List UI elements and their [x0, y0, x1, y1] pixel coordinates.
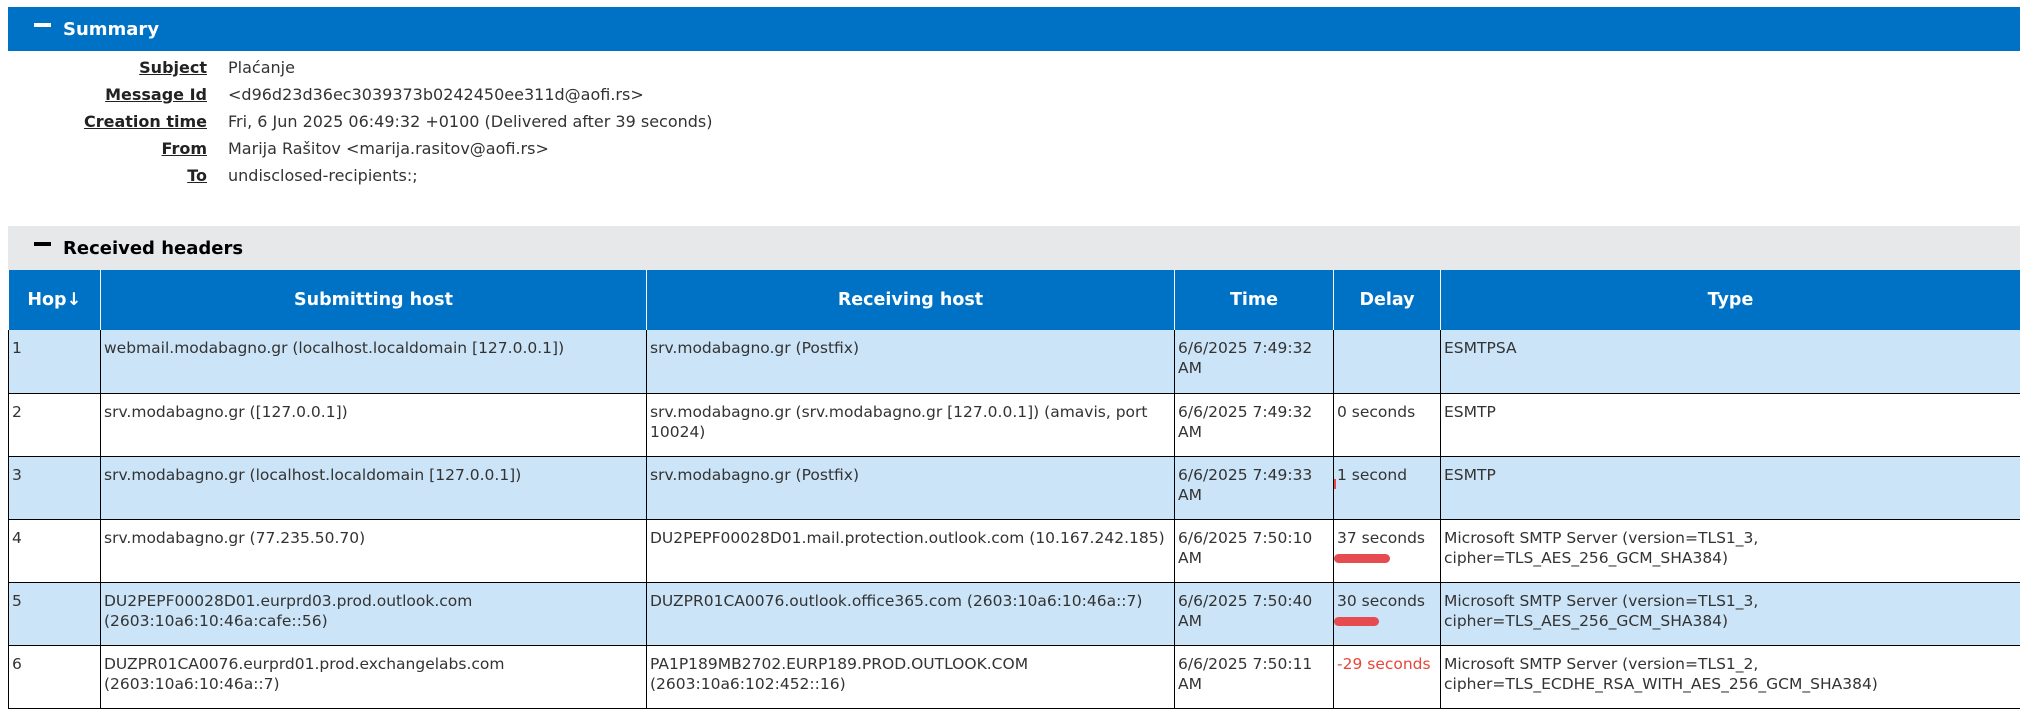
type-cell: Microsoft SMTP Server (version=TLS1_3, c…: [1440, 582, 2020, 646]
submitting-host-cell: srv.modabagno.gr (localhost.localdomain …: [100, 456, 647, 520]
receiving-host-cell: srv.modabagno.gr (srv.modabagno.gr [127.…: [646, 393, 1175, 457]
collapse-icon[interactable]: [34, 242, 51, 246]
delay-text: 1 second: [1337, 465, 1408, 484]
delay-text: 30 seconds: [1337, 591, 1426, 610]
hop-cell: 3: [8, 456, 101, 520]
type-cell: Microsoft SMTP Server (version=TLS1_3, c…: [1440, 519, 2020, 583]
type-cell: ESMTPSA: [1440, 330, 2020, 394]
delay-text: -29 seconds: [1337, 654, 1431, 673]
receiving-host-cell: srv.modabagno.gr (Postfix): [646, 456, 1175, 520]
column-header-hop[interactable]: Hop↓: [8, 270, 101, 330]
delay-cell: [1333, 330, 1441, 394]
submitting-host-cell: DUZPR01CA0076.eurprd01.prod.exchangelabs…: [100, 645, 647, 709]
column-header-time[interactable]: Time: [1174, 270, 1334, 330]
table-row: 3 srv.modabagno.gr (localhost.localdomai…: [8, 456, 2020, 520]
table-row: 6 DUZPR01CA0076.eurprd01.prod.exchangela…: [8, 645, 2020, 709]
delay-bar: [1334, 553, 1390, 563]
time-cell: 6/6/2025 7:50:10 AM: [1174, 519, 1334, 583]
delay-cell: 37 seconds: [1333, 519, 1441, 583]
delay-text: 37 seconds: [1337, 528, 1426, 547]
column-header-delay[interactable]: Delay: [1333, 270, 1441, 330]
time-cell: 6/6/2025 7:49:33 AM: [1174, 456, 1334, 520]
time-cell: 6/6/2025 7:50:40 AM: [1174, 582, 1334, 646]
delay-text: 0 seconds: [1337, 402, 1416, 421]
receiving-host-cell: PA1P189MB2702.EURP189.PROD.OUTLOOK.COM (…: [646, 645, 1175, 709]
type-cell: ESMTP: [1440, 456, 2020, 520]
type-cell: ESMTP: [1440, 393, 2020, 457]
submitting-host-cell: webmail.modabagno.gr (localhost.localdom…: [100, 330, 647, 394]
table-row: 1 webmail.modabagno.gr (localhost.locald…: [8, 330, 2020, 394]
column-header-receiving-host[interactable]: Receiving host: [646, 270, 1175, 330]
summary-title: Summary: [63, 18, 160, 40]
to-value: undisclosed-recipients:;: [228, 166, 418, 185]
hop-cell: 2: [8, 393, 101, 457]
summary-row-to: To undisclosed-recipients:;: [8, 162, 713, 189]
summary-row-creation-time: Creation time Fri, 6 Jun 2025 06:49:32 +…: [8, 108, 713, 135]
summary-row-from: From Marija Rašitov <marija.rasitov@aofi…: [8, 135, 713, 162]
subject-label: Subject: [139, 58, 207, 77]
summary-table: Subject Plaćanje Message Id <d96d23d36ec…: [8, 54, 713, 189]
submitting-host-cell: srv.modabagno.gr ([127.0.0.1]): [100, 393, 647, 457]
collapse-icon[interactable]: [34, 23, 51, 27]
time-cell: 6/6/2025 7:49:32 AM: [1174, 393, 1334, 457]
receiving-host-cell: DU2PEPF00028D01.mail.protection.outlook.…: [646, 519, 1175, 583]
creation-time-value: Fri, 6 Jun 2025 06:49:32 +0100 (Delivere…: [228, 112, 713, 131]
delay-cell: 30 seconds: [1333, 582, 1441, 646]
hop-cell: 6: [8, 645, 101, 709]
table-row: 2 srv.modabagno.gr ([127.0.0.1]) srv.mod…: [8, 393, 2020, 457]
summary-row-message-id: Message Id <d96d23d36ec3039373b0242450ee…: [8, 81, 713, 108]
receiving-host-cell: srv.modabagno.gr (Postfix): [646, 330, 1175, 394]
delay-cell: 1 second: [1333, 456, 1441, 520]
delay-bar: [1334, 616, 1379, 626]
delay-cell: -29 seconds: [1333, 645, 1441, 709]
received-section-header[interactable]: Received headers: [8, 226, 2020, 270]
message-id-value: <d96d23d36ec3039373b0242450ee311d@aofi.r…: [228, 85, 644, 104]
delay-bar: [1334, 478, 1336, 489]
subject-value: Plaćanje: [228, 58, 295, 77]
from-label: From: [161, 139, 207, 158]
submitting-host-cell: DU2PEPF00028D01.eurprd03.prod.outlook.co…: [100, 582, 647, 646]
delay-cell: 0 seconds: [1333, 393, 1441, 457]
submitting-host-cell: srv.modabagno.gr (77.235.50.70): [100, 519, 647, 583]
to-label: To: [187, 166, 207, 185]
summary-row-subject: Subject Plaćanje: [8, 54, 713, 81]
time-cell: 6/6/2025 7:50:11 AM: [1174, 645, 1334, 709]
from-value: Marija Rašitov <marija.rasitov@aofi.rs>: [228, 139, 549, 158]
table-header-row: Hop↓ Submitting host Receiving host Time…: [8, 270, 2020, 330]
received-headers-table: Hop↓ Submitting host Receiving host Time…: [8, 270, 2020, 709]
received-title: Received headers: [63, 237, 244, 259]
time-cell: 6/6/2025 7:49:32 AM: [1174, 330, 1334, 394]
creation-time-label: Creation time: [83, 112, 207, 131]
table-row: 4 srv.modabagno.gr (77.235.50.70) DU2PEP…: [8, 519, 2020, 583]
hop-cell: 1: [8, 330, 101, 394]
hop-cell: 5: [8, 582, 101, 646]
column-header-submitting-host[interactable]: Submitting host: [100, 270, 647, 330]
column-header-type[interactable]: Type: [1440, 270, 2020, 330]
table-row: 5 DU2PEPF00028D01.eurprd03.prod.outlook.…: [8, 582, 2020, 646]
type-cell: Microsoft SMTP Server (version=TLS1_2, c…: [1440, 645, 2020, 709]
hop-cell: 4: [8, 519, 101, 583]
summary-section-header[interactable]: Summary: [8, 7, 2020, 51]
receiving-host-cell: DUZPR01CA0076.outlook.office365.com (260…: [646, 582, 1175, 646]
message-id-label: Message Id: [105, 85, 207, 104]
